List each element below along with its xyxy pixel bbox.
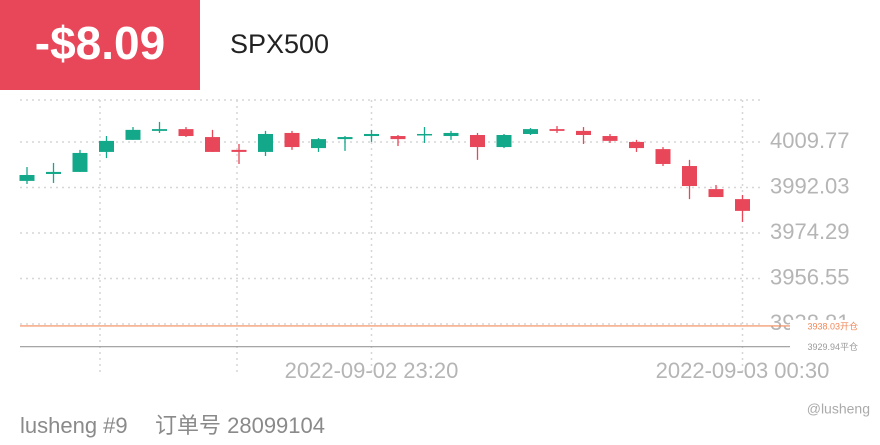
candle-body xyxy=(602,136,618,141)
y-tick-label: 3992.03 xyxy=(770,173,850,198)
candle-body xyxy=(549,129,565,131)
candle-body xyxy=(629,141,644,149)
y-tick-label: 3956.55 xyxy=(770,264,850,289)
candle-body xyxy=(205,137,220,152)
plot: 4009.773992.033974.293956.553938.812022-… xyxy=(19,100,860,383)
candle-body xyxy=(72,152,88,172)
order-number: 订单号 28099104 xyxy=(155,413,325,438)
candle-body xyxy=(284,132,300,148)
symbol: SPX500 xyxy=(230,29,329,59)
candle-body xyxy=(708,189,724,198)
candle-body xyxy=(735,199,750,211)
candle-body xyxy=(390,136,406,140)
price-label: 3929.94平仓 xyxy=(807,341,858,352)
candle-body xyxy=(655,149,671,164)
candle-body xyxy=(258,133,273,152)
pnl-badge xyxy=(0,0,200,90)
candle-body xyxy=(337,137,353,140)
candle-body xyxy=(576,130,591,135)
x-tick-label: 2022-09-02 23:20 xyxy=(285,358,459,383)
candle-body xyxy=(178,129,194,137)
price-label-bg xyxy=(790,319,860,332)
x-tick-label: 2022-09-03 00:30 xyxy=(656,358,830,383)
candle-body xyxy=(470,135,485,148)
watermark: @lusheng xyxy=(807,401,870,417)
price-label: 3938.03开仓 xyxy=(807,320,858,331)
candle-body xyxy=(682,166,697,187)
price-label-bg xyxy=(790,340,860,353)
candle-body xyxy=(46,171,61,174)
y-tick-label: 3974.29 xyxy=(770,219,850,244)
candle-body xyxy=(231,149,247,152)
y-tick-label: 4009.77 xyxy=(770,128,850,153)
candle-body xyxy=(99,140,114,152)
pnl: -$8.09 xyxy=(35,17,165,69)
candle-body xyxy=(19,175,35,181)
candle-body xyxy=(443,132,459,137)
account: lusheng #9 xyxy=(20,413,128,438)
candle-body xyxy=(523,129,538,134)
candle-body xyxy=(496,135,512,148)
candle-body xyxy=(152,129,167,131)
candle-body xyxy=(364,133,379,137)
candle-body xyxy=(311,139,326,149)
candle-body xyxy=(417,133,432,136)
candle-body xyxy=(125,129,141,140)
